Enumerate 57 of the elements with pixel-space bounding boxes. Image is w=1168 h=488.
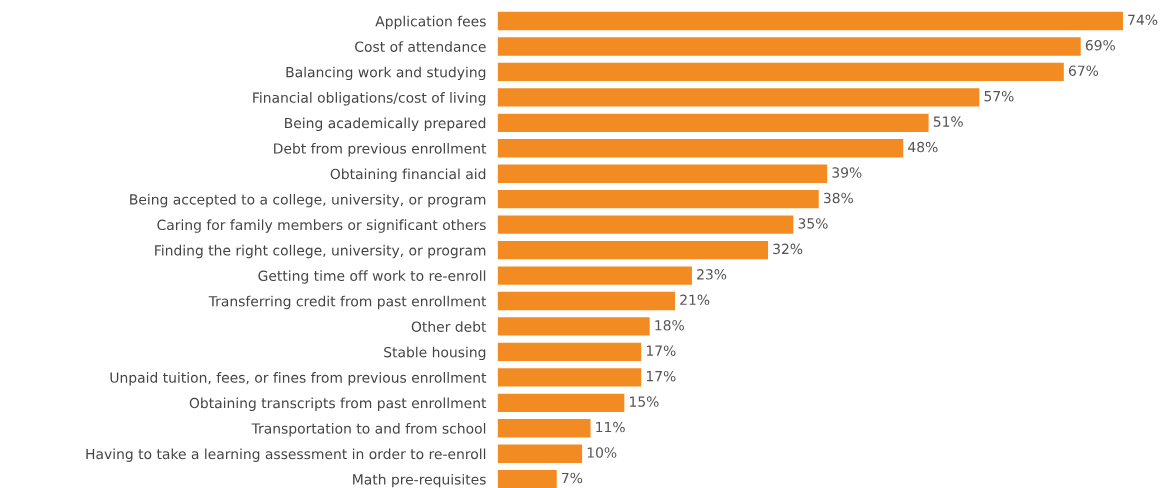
data-label: 48% — [908, 141, 938, 153]
y-tick-label: Financial obligations/cost of living — [253, 92, 486, 106]
data-label: 39% — [832, 167, 862, 178]
data-label: 35% — [798, 218, 828, 229]
data-label: 74% — [1128, 14, 1158, 26]
y-tick-label: Finding the right college, university, or program — [155, 244, 486, 259]
y-tick-label: Having to take a learning assessment in order to re-enroll — [86, 448, 486, 462]
y-tick-label: Other debt — [411, 321, 487, 332]
y-tick-label: Getting time off work to re-enroll — [258, 270, 486, 284]
bar — [497, 444, 583, 463]
bar — [497, 291, 676, 311]
data-label: 15% — [630, 396, 659, 407]
data-label: 21% — [680, 294, 710, 306]
data-label: 11% — [596, 421, 625, 433]
y-tick-label: Math pre-requisites — [353, 473, 486, 488]
bar — [497, 37, 1081, 56]
bar — [497, 62, 1064, 82]
data-label: 38% — [823, 192, 853, 204]
y-tick-label: Application fees — [375, 15, 486, 30]
data-label: 32% — [773, 243, 803, 255]
data-label: 51% — [933, 116, 963, 127]
data-label: 17% — [646, 345, 676, 356]
bar — [497, 88, 980, 107]
bar — [497, 139, 904, 158]
data-label: 23% — [697, 269, 727, 280]
bar — [497, 240, 769, 260]
y-tick-label: Transportation to and from school — [251, 422, 486, 437]
bar — [497, 342, 642, 362]
y-tick-label: Transferring credit from past enrollment — [208, 295, 487, 310]
y-tick-label: Balancing work and studying — [286, 66, 486, 81]
bar — [497, 419, 591, 438]
y-tick-label: Stable housing — [384, 346, 486, 361]
y-tick-label: Debt from previous enrollment — [274, 143, 487, 157]
bar — [497, 215, 794, 234]
y-tick-label: Being accepted to a college, university, or program — [130, 193, 486, 208]
y-tick-label: Obtaining financial aid — [330, 168, 486, 182]
y-tick-label: Unpaid tuition, fees, or fines from previous enrollment — [110, 372, 487, 386]
data-label: 10% — [587, 447, 617, 458]
bar — [497, 11, 1123, 31]
data-label: 18% — [655, 319, 684, 331]
bar — [497, 393, 625, 412]
data-label: 57% — [984, 90, 1014, 102]
data-label: 69% — [1085, 40, 1115, 51]
bar — [497, 317, 650, 336]
bar — [497, 368, 642, 387]
bar — [497, 266, 692, 285]
data-label: 7% — [562, 472, 583, 484]
y-tick-label: Obtaining transcripts from past enrollment — [189, 397, 487, 411]
bar — [497, 470, 557, 488]
y-tick-label: Cost of attendance — [355, 41, 486, 52]
y-tick-label: Being academically prepared — [285, 117, 486, 131]
bar — [497, 164, 828, 183]
data-label: 67% — [1068, 65, 1099, 76]
bar — [497, 113, 929, 132]
y-tick-label: Caring for family members or significant others — [157, 219, 486, 233]
data-label: 17% — [646, 370, 676, 382]
bar — [497, 190, 819, 209]
